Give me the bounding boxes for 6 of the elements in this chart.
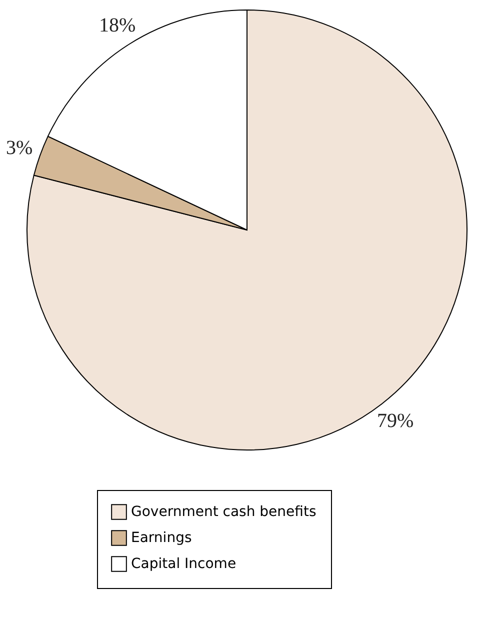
legend-label: Government cash benefits <box>131 504 316 520</box>
data-label: 79% <box>376 410 414 432</box>
data-label: 18% <box>98 14 136 37</box>
data-label: 3% <box>6 137 33 160</box>
legend-label: Earnings <box>131 530 192 546</box>
legend-label: Capital Income <box>131 556 236 572</box>
